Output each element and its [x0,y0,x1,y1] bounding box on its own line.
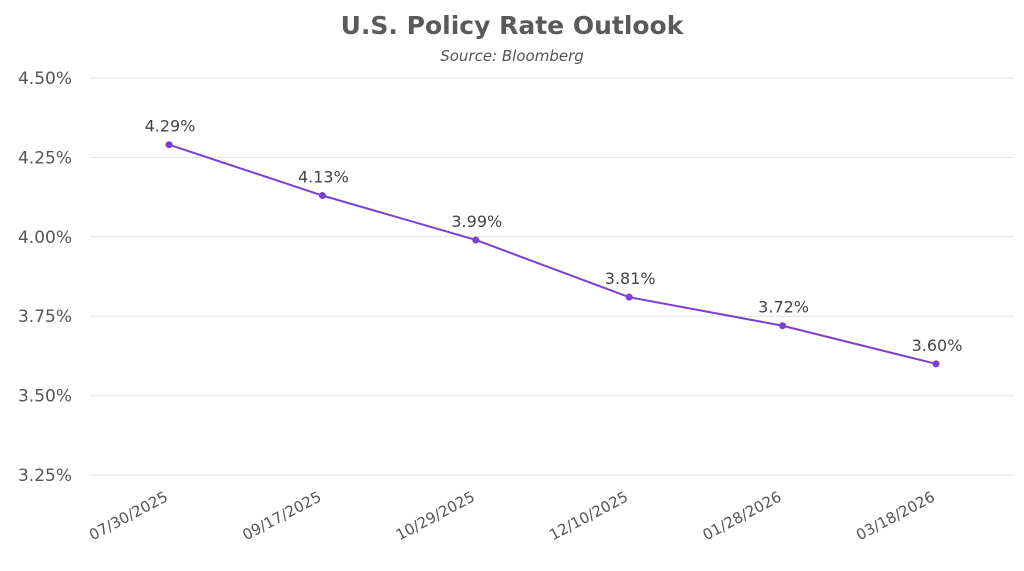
data-point [625,293,633,301]
y-tick-label: 4.00% [18,228,72,248]
data-labels: 4.29% 4.13% 3.99% 3.81% 3.72% 3.60% [145,117,963,355]
y-tick-label: 4.25% [18,148,72,168]
data-point [932,360,940,368]
series-line [168,143,937,365]
data-label: 4.13% [298,168,349,187]
data-point [318,192,326,200]
x-tick-label: 12/10/2025 [546,488,631,544]
x-tick-label: 01/28/2026 [700,488,785,544]
chart-title: U.S. Policy Rate Outlook [341,11,685,40]
data-label: 3.60% [912,336,963,355]
y-tick-label: 4.50% [18,69,72,89]
y-tick-label: 3.50% [18,387,72,407]
data-label: 3.99% [451,212,502,231]
data-label: 3.72% [758,298,809,317]
series-rate [165,141,940,368]
chart-subtitle: Source: Bloomberg [440,47,584,65]
gridlines [90,77,1014,476]
x-tick-label: 03/18/2026 [853,488,938,544]
data-point [165,141,173,149]
y-tick-label: 3.25% [18,466,72,486]
x-tick-label: 07/30/2025 [86,488,171,544]
data-label: 4.29% [145,117,196,136]
y-tick-label: 3.75% [18,307,72,327]
x-tick-label: 09/17/2025 [239,488,324,544]
data-point [779,322,787,330]
data-point [472,236,480,244]
x-tick-label: 10/29/2025 [393,488,478,544]
data-label: 3.81% [605,269,656,288]
x-axis-ticks: 07/30/2025 09/17/2025 10/29/2025 12/10/2025… [86,488,938,544]
y-axis-ticks: 3.25% 3.50% 3.75% 4.00% 4.25% 4.50% [18,69,72,486]
